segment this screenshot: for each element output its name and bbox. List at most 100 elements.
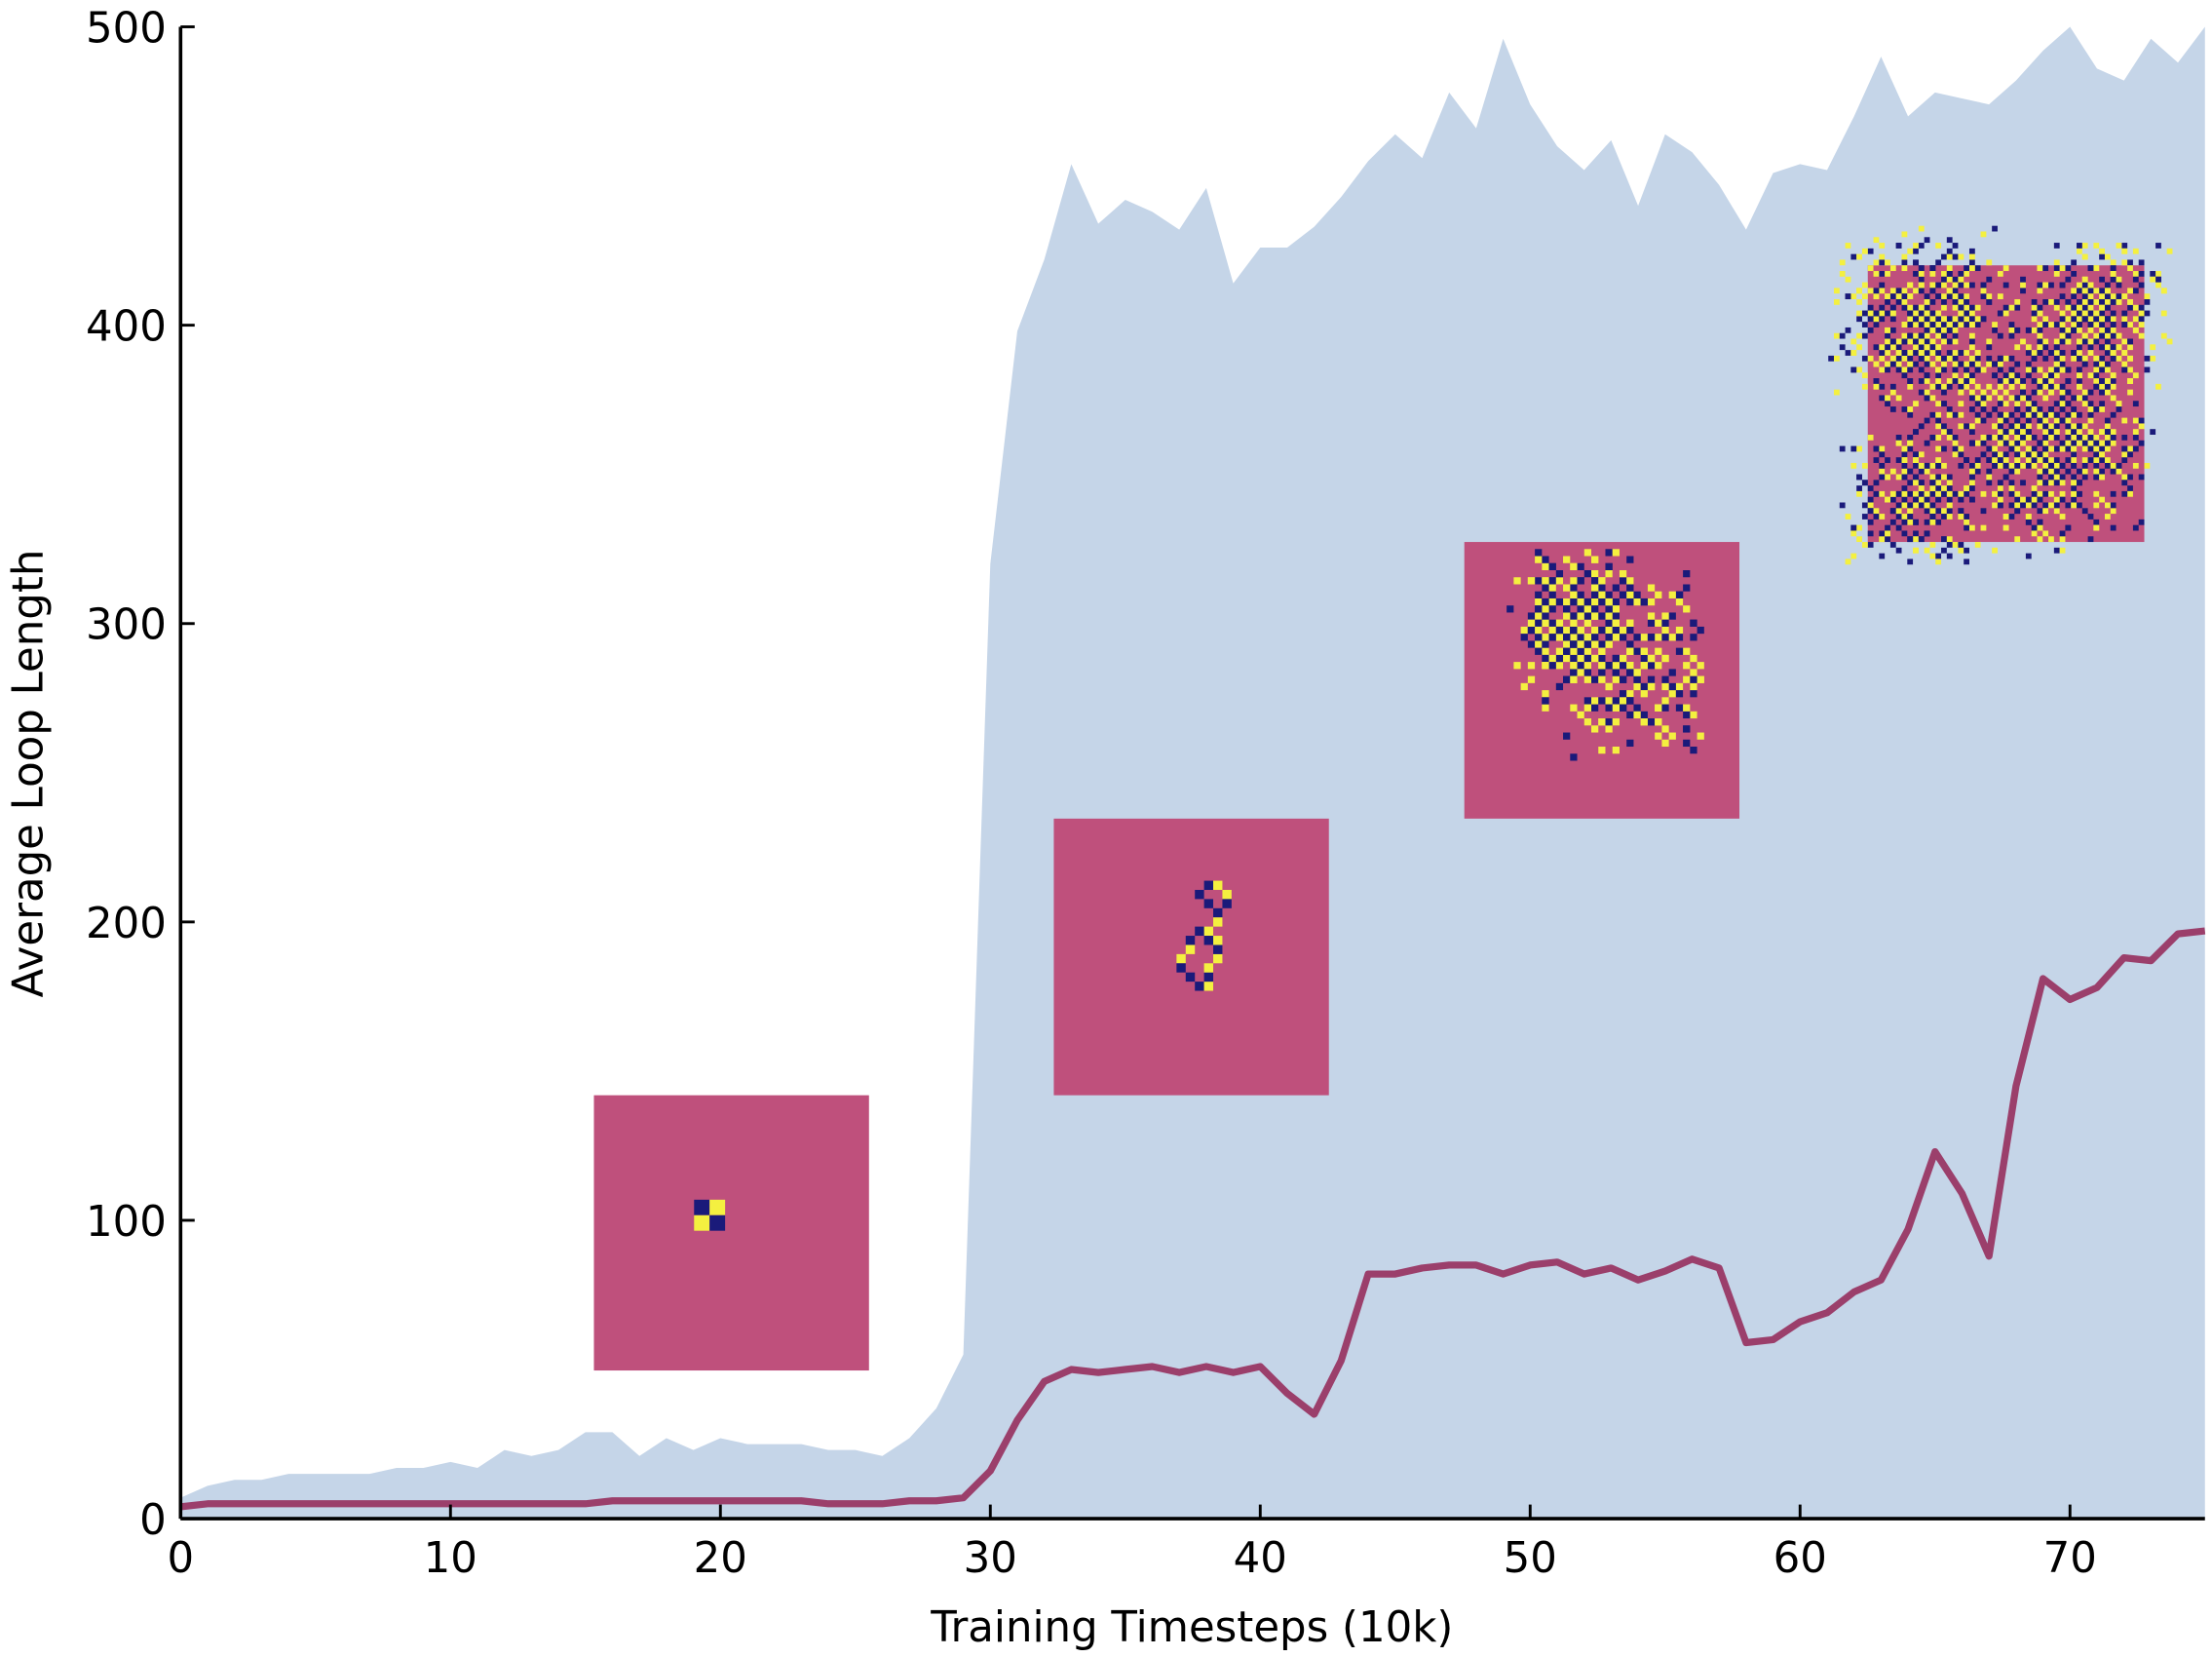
inset-cell [1542,619,1549,627]
inset-cell [1941,514,1947,520]
inset-cell [1941,304,1947,311]
inset-cell [1577,597,1584,606]
inset-cell [1647,634,1656,641]
inset-cell [1675,682,1684,691]
inset-cell [2077,480,2082,486]
inset-cell [1570,612,1578,620]
inset-cell [2081,395,2088,402]
inset-cell [2037,327,2043,333]
inset-cell [2002,355,2009,362]
inset-cell [1895,366,1902,373]
inset-cell [1555,619,1564,627]
inset-cell [2025,445,2032,452]
inset-cell [2093,366,2100,373]
inset-cell [1968,524,1975,531]
inset-cell [2002,411,2009,418]
inset-cell [2025,434,2032,441]
inset-cell [1895,524,1902,531]
inset-cell [1626,597,1634,606]
inset-cell [1946,378,1953,384]
inset-cell [1577,711,1584,719]
inset-cell [1555,654,1564,663]
inset-cell [1647,675,1656,683]
inset-cell [1879,490,1886,497]
inset-cell [2020,383,2026,390]
x-tick-label: 50 [1504,1534,1557,1583]
inset-cell [1958,445,1964,452]
inset-cell [1668,591,1676,598]
inset-cell [1964,485,1969,491]
inset-cell [2053,243,2060,249]
inset-cell [1885,271,1890,277]
inset-cell [2002,265,2009,272]
inset-cell [2093,288,2100,294]
inset-cell [1690,619,1697,627]
inset-cell [1907,480,1914,486]
inset-cell [1861,502,1868,509]
inset-cell [1213,944,1223,954]
inset-cell [1964,271,1969,277]
inset-cell [1647,682,1656,691]
inset-cell [2071,474,2078,481]
inset-cell [2077,304,2082,311]
inset-cell [1968,338,1975,345]
inset-cell [1964,265,1969,272]
inset-cell [2053,547,2060,554]
inset-cell [1591,634,1599,641]
inset-cell [2042,322,2049,328]
inset-cell [2160,332,2167,339]
inset-cell [2087,445,2094,452]
inset-cell [2048,423,2054,430]
inset-cell [1879,271,1886,277]
inset-cell [1968,406,1975,412]
inset-cell [1861,514,1868,520]
inset-cell [1913,310,1919,317]
inset-cell [2008,514,2015,520]
inset-cell [1980,395,1987,402]
inset-cell [1675,597,1684,606]
inset-cell [2081,401,2088,407]
inset-cell [2110,265,2117,272]
inset-cell [1968,485,1975,491]
inset-cell [2116,355,2122,362]
x-tick-label: 40 [1234,1534,1287,1583]
inset-cell [1612,549,1620,557]
inset-cell [1968,361,1975,367]
inset-cell [1889,304,1896,311]
inset-cell [2037,480,2043,486]
inset-cell [2110,502,2117,509]
inset-cell [1527,626,1536,635]
inset-cell [1626,669,1634,676]
inset-cell [1997,480,2003,486]
inset [1053,818,1329,1096]
inset-cell [1946,355,1953,362]
inset-cell [1690,675,1697,683]
inset-cell [1626,711,1634,719]
inset-cell [2025,429,2032,435]
inset-cell [1626,690,1634,698]
inset-cell [1946,429,1953,435]
inset-cell [1598,662,1606,670]
inset-cell [1980,524,1987,531]
inset-cell [1889,468,1896,475]
inset-cell [1901,530,1908,537]
inset-cell [2110,411,2117,418]
inset-cell [1941,485,1947,491]
inset-cell [1867,508,1874,515]
inset-cell [1542,634,1549,641]
inset-cell [2127,474,2133,481]
inset-cell [1918,282,1925,289]
inset-cell [2025,519,2032,525]
inset-cell [2053,366,2060,373]
inset-cell [1907,338,1914,345]
inset-cell [2065,429,2072,435]
inset-cell [2116,406,2122,412]
inset-cell [1968,474,1975,481]
inset-cell [1612,675,1620,683]
inset-cell [2127,445,2133,452]
inset-cell [1980,417,1987,424]
inset-cell [1655,732,1662,740]
inset-cell [2031,502,2038,509]
inset-cell [2087,322,2094,328]
inset-cell [2025,372,2032,379]
